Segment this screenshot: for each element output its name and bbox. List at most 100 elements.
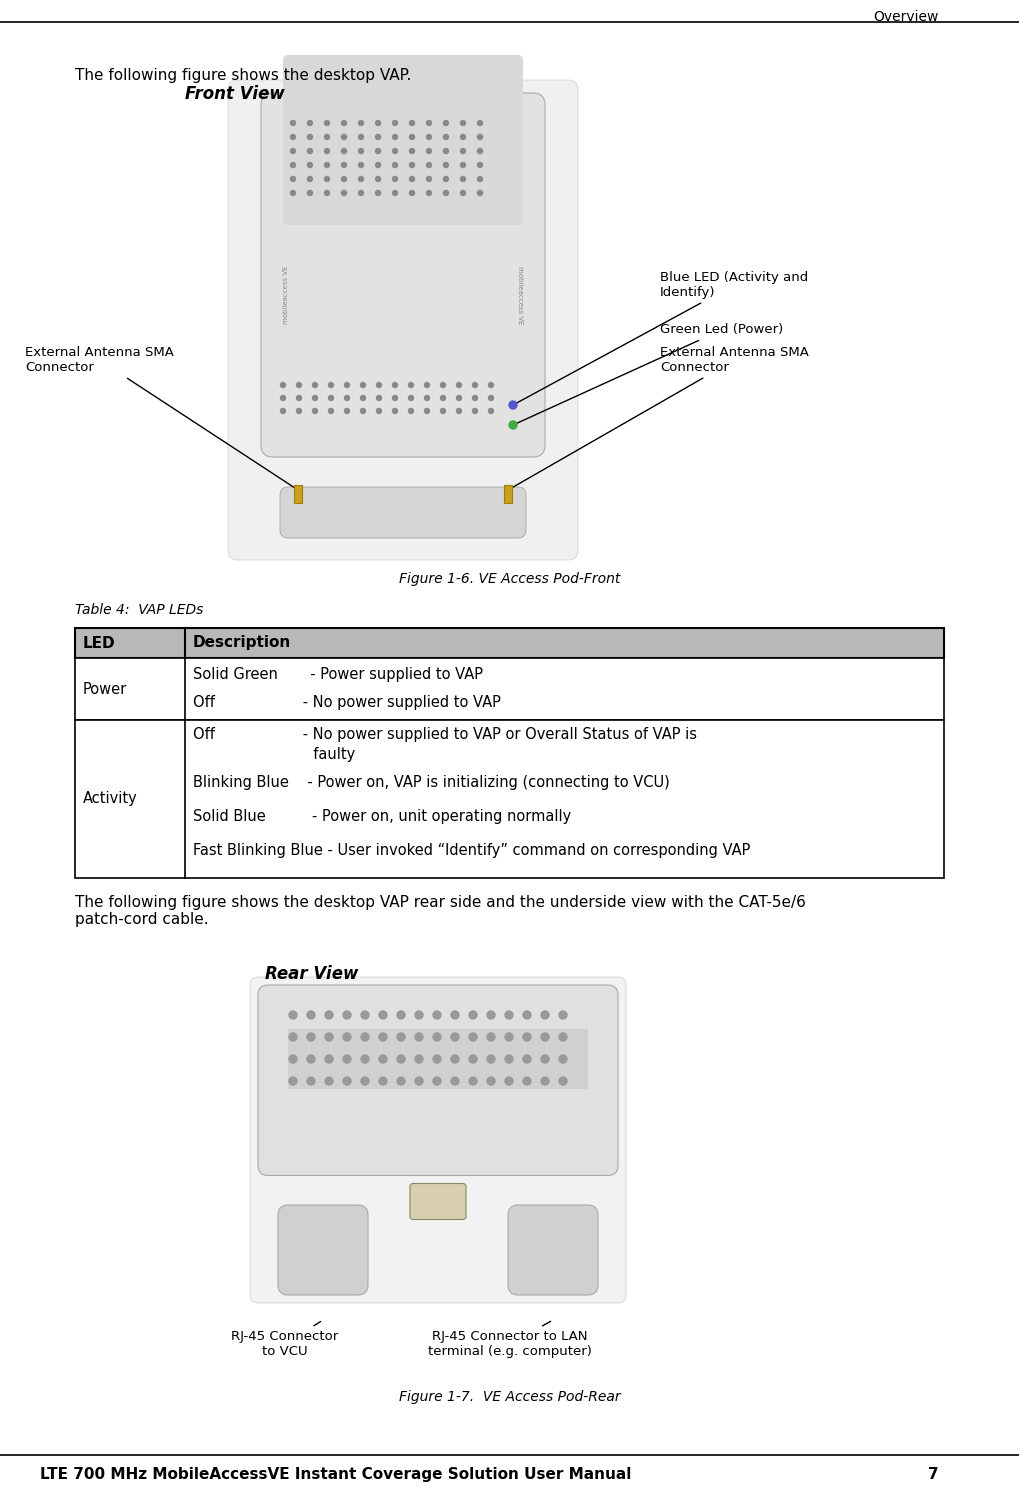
Circle shape: [375, 148, 380, 154]
Text: LTE 700 MHz MobileAccessVE Instant Coverage Solution User Manual: LTE 700 MHz MobileAccessVE Instant Cover…: [40, 1467, 632, 1482]
Circle shape: [361, 1077, 369, 1085]
Circle shape: [375, 163, 380, 167]
Circle shape: [451, 1055, 459, 1064]
Circle shape: [325, 1077, 333, 1085]
Circle shape: [505, 1055, 513, 1064]
Circle shape: [461, 121, 466, 125]
Text: Overview: Overview: [873, 10, 938, 24]
Circle shape: [307, 1032, 315, 1041]
Circle shape: [469, 1077, 477, 1085]
Circle shape: [478, 163, 483, 167]
Circle shape: [375, 191, 380, 196]
Circle shape: [392, 134, 397, 139]
Circle shape: [410, 191, 415, 196]
Circle shape: [343, 1077, 351, 1085]
Circle shape: [361, 382, 366, 387]
Circle shape: [397, 1011, 405, 1019]
Circle shape: [409, 382, 414, 387]
Circle shape: [409, 408, 414, 414]
Circle shape: [443, 121, 448, 125]
Circle shape: [427, 134, 431, 139]
Circle shape: [433, 1011, 441, 1019]
Circle shape: [324, 191, 329, 196]
Circle shape: [478, 176, 483, 181]
Circle shape: [313, 408, 318, 414]
Circle shape: [523, 1032, 531, 1041]
Circle shape: [308, 191, 313, 196]
Circle shape: [280, 408, 285, 414]
Circle shape: [341, 163, 346, 167]
Circle shape: [487, 1011, 495, 1019]
Bar: [504, 486, 512, 503]
Circle shape: [451, 1011, 459, 1019]
Text: LED: LED: [83, 635, 115, 650]
Circle shape: [297, 408, 302, 414]
Circle shape: [440, 382, 445, 387]
Circle shape: [541, 1011, 549, 1019]
Circle shape: [375, 121, 380, 125]
Circle shape: [397, 1055, 405, 1064]
Circle shape: [427, 148, 431, 154]
Circle shape: [478, 134, 483, 139]
Circle shape: [410, 148, 415, 154]
Circle shape: [392, 176, 397, 181]
Circle shape: [473, 382, 478, 387]
Circle shape: [343, 1055, 351, 1064]
Circle shape: [487, 1032, 495, 1041]
Circle shape: [433, 1077, 441, 1085]
FancyBboxPatch shape: [261, 93, 545, 457]
Circle shape: [361, 1032, 369, 1041]
Circle shape: [290, 134, 296, 139]
Circle shape: [392, 163, 397, 167]
FancyBboxPatch shape: [283, 55, 523, 226]
Circle shape: [392, 121, 397, 125]
Text: Description: Description: [193, 635, 291, 650]
Circle shape: [415, 1077, 423, 1085]
Circle shape: [328, 408, 333, 414]
Circle shape: [359, 134, 364, 139]
Circle shape: [376, 382, 381, 387]
Circle shape: [379, 1055, 387, 1064]
Circle shape: [307, 1011, 315, 1019]
Circle shape: [308, 163, 313, 167]
Circle shape: [361, 1011, 369, 1019]
Circle shape: [359, 191, 364, 196]
Circle shape: [469, 1055, 477, 1064]
Text: Rear View: Rear View: [265, 965, 359, 983]
Circle shape: [290, 176, 296, 181]
Circle shape: [341, 176, 346, 181]
Circle shape: [361, 1055, 369, 1064]
FancyBboxPatch shape: [250, 977, 626, 1303]
Circle shape: [392, 148, 397, 154]
Circle shape: [392, 396, 397, 400]
Circle shape: [478, 191, 483, 196]
Circle shape: [308, 121, 313, 125]
Circle shape: [541, 1032, 549, 1041]
Circle shape: [324, 163, 329, 167]
Circle shape: [359, 148, 364, 154]
Bar: [288, 1029, 588, 1089]
Text: Blue LED (Activity and
Identify): Blue LED (Activity and Identify): [516, 270, 808, 403]
Circle shape: [505, 1077, 513, 1085]
FancyBboxPatch shape: [508, 1206, 598, 1295]
Text: Off                   - No power supplied to VAP or Overall Status of VAP is: Off - No power supplied to VAP or Overal…: [193, 726, 697, 741]
FancyBboxPatch shape: [280, 487, 526, 538]
Bar: [75, 627, 944, 657]
FancyBboxPatch shape: [410, 1183, 466, 1219]
Circle shape: [541, 1055, 549, 1064]
Circle shape: [376, 408, 381, 414]
Circle shape: [461, 191, 466, 196]
Circle shape: [473, 396, 478, 400]
Circle shape: [443, 163, 448, 167]
Text: Solid Blue          - Power on, unit operating normally: Solid Blue - Power on, unit operating no…: [193, 808, 572, 823]
Circle shape: [410, 176, 415, 181]
Circle shape: [523, 1011, 531, 1019]
Text: The following figure shows the desktop VAP rear side and the underside view with: The following figure shows the desktop V…: [75, 895, 806, 928]
Circle shape: [297, 396, 302, 400]
Circle shape: [307, 1055, 315, 1064]
Bar: [75, 657, 944, 720]
Circle shape: [280, 382, 285, 387]
Circle shape: [324, 148, 329, 154]
Circle shape: [559, 1011, 567, 1019]
Circle shape: [290, 148, 296, 154]
